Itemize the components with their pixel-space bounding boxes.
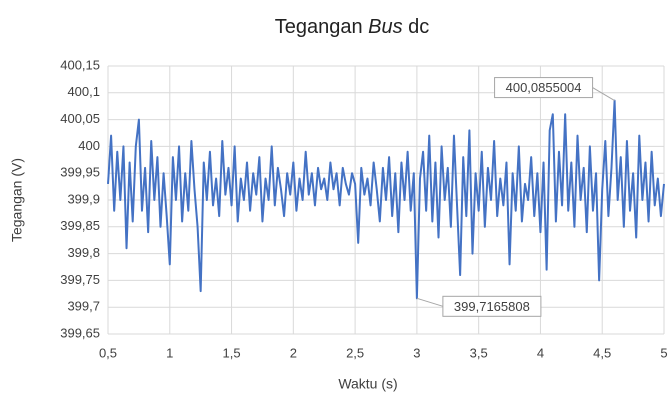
annotation-leader [416,297,444,307]
title-part: Bus [368,16,402,38]
x-tick-label: 0,5 [99,345,117,360]
annotation-leader [592,87,615,102]
x-tick-label: 1 [166,345,173,360]
x-tick-label: 3 [413,345,420,360]
title-part: dc [408,16,429,38]
y-tick-label: 399,65 [60,325,100,340]
y-tick-label: 400,1 [67,84,100,99]
y-axis-label: Tegangan (V) [9,158,25,242]
y-tick-label: 399,95 [60,165,100,180]
annotation-box [494,77,594,99]
annotation-label: 399,7165808 [454,299,530,314]
y-tick-label: 400,05 [60,111,100,126]
y-tick-label: 399,75 [60,272,100,287]
y-tick-label: 400 [78,138,100,153]
data-line [107,99,665,300]
x-tick-label: 1,5 [223,345,241,360]
x-axis-label: Waktu (s) [338,376,397,392]
y-tick-label: 399,85 [60,218,100,233]
y-tick-label: 399,7 [67,299,100,314]
x-tick-label: 4,5 [593,345,611,360]
x-tick-label: 5 [660,345,667,360]
y-tick-label: 399,8 [67,245,100,260]
annotation-box [442,295,542,317]
chart-title: Tegangan Bus dc [275,16,430,38]
title-part: Tegangan [275,16,363,38]
x-tick-label: 2 [290,345,297,360]
x-tick-label: 4 [537,345,544,360]
y-tick-label: 400,15 [60,57,100,72]
x-tick-label: 2,5 [346,345,364,360]
y-tick-label: 399,9 [67,191,100,206]
annotation-label: 400,0855004 [506,80,582,95]
x-tick-label: 3,5 [470,345,488,360]
